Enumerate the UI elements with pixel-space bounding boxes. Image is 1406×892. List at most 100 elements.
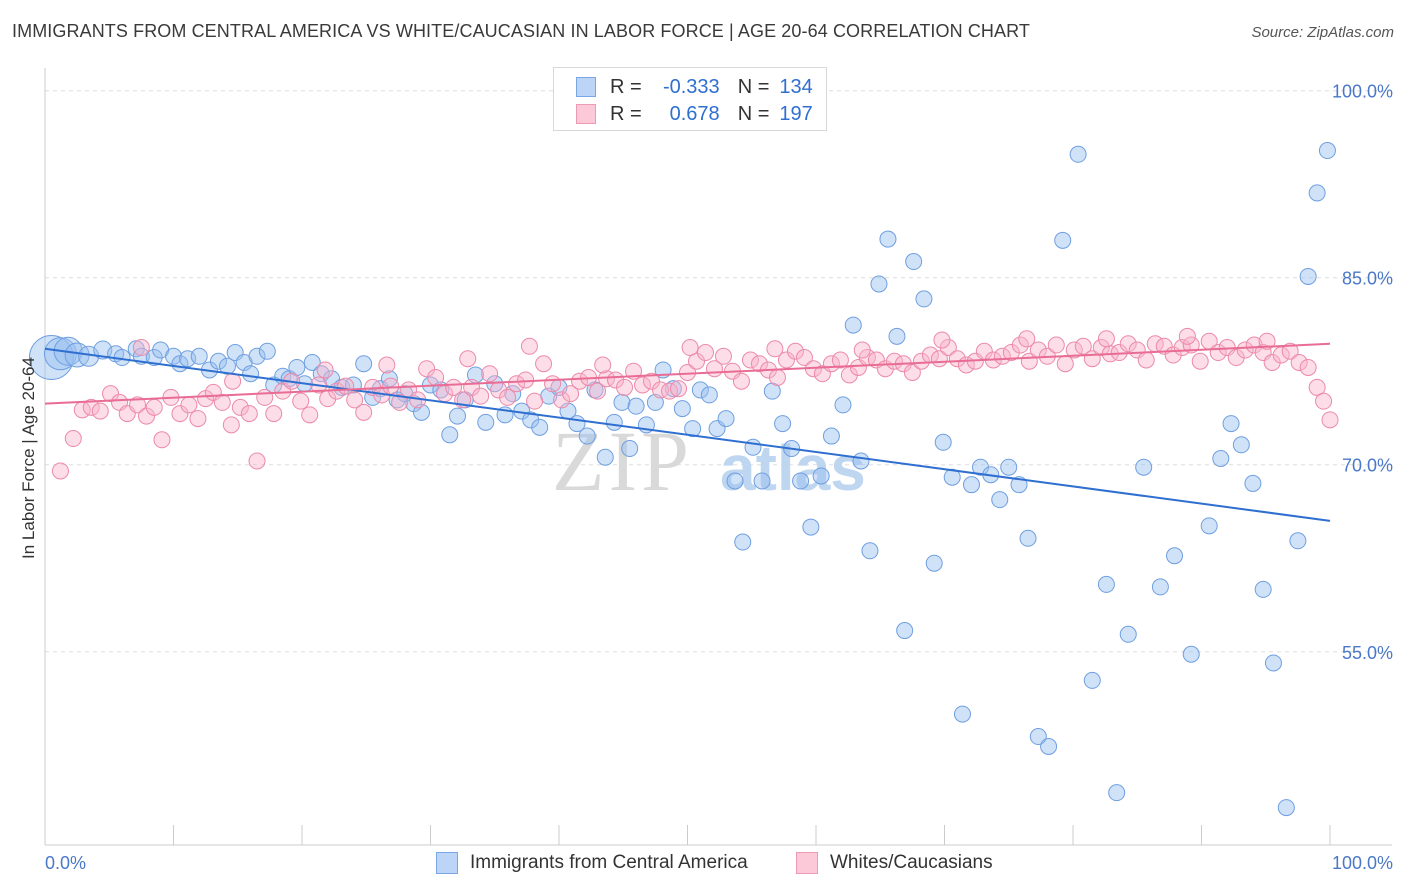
data-point bbox=[132, 339, 150, 357]
legend-r-label: R = bbox=[610, 75, 642, 98]
data-point bbox=[1097, 330, 1115, 348]
data-point bbox=[1290, 353, 1308, 371]
data-point bbox=[1000, 458, 1018, 476]
data-point bbox=[292, 392, 310, 410]
data-point bbox=[744, 438, 762, 456]
axes bbox=[44, 68, 1392, 846]
data-point bbox=[1065, 341, 1083, 359]
data-point bbox=[171, 405, 189, 423]
data-point bbox=[316, 361, 334, 379]
data-point bbox=[1119, 625, 1137, 643]
data-point bbox=[1232, 436, 1250, 454]
series-legend: Immigrants from Central America Whites/C… bbox=[0, 852, 1406, 878]
series-immigrants-points bbox=[28, 142, 1336, 817]
data-point bbox=[303, 353, 321, 371]
data-point bbox=[1200, 517, 1218, 535]
data-point bbox=[613, 393, 631, 411]
data-point bbox=[1097, 575, 1115, 593]
data-point bbox=[903, 363, 921, 381]
data-point bbox=[129, 396, 147, 414]
data-point bbox=[844, 316, 862, 334]
data-point bbox=[231, 398, 249, 416]
data-point bbox=[1178, 327, 1196, 345]
data-point bbox=[915, 290, 933, 308]
data-point bbox=[925, 554, 943, 572]
data-point bbox=[481, 365, 499, 383]
data-point bbox=[589, 382, 607, 400]
data-point bbox=[1108, 784, 1126, 802]
y-tick-label: 70.0% bbox=[1342, 456, 1393, 476]
data-point bbox=[1054, 231, 1072, 249]
watermark: ZIP atlas bbox=[552, 413, 866, 509]
data-point bbox=[209, 352, 227, 370]
data-point bbox=[1119, 335, 1137, 353]
x-tick-labels: 0.0% 100.0% bbox=[45, 853, 1393, 873]
y-tick-labels: 100.0% 85.0% 70.0% 55.0% bbox=[1332, 82, 1393, 663]
data-point bbox=[1212, 450, 1230, 467]
data-point bbox=[766, 340, 784, 358]
y-axis-label: In Labor Force | Age 20-64 bbox=[19, 357, 38, 559]
data-point bbox=[896, 622, 914, 640]
data-point bbox=[627, 397, 645, 415]
data-point bbox=[448, 407, 466, 425]
data-point bbox=[1056, 355, 1074, 373]
legend-swatch-immigrants bbox=[576, 77, 596, 97]
data-point bbox=[1244, 474, 1262, 492]
data-point bbox=[145, 398, 163, 416]
chart-title: IMMIGRANTS FROM CENTRAL AMERICA VS WHITE… bbox=[12, 21, 1031, 41]
data-point bbox=[802, 518, 820, 536]
data-point bbox=[696, 344, 714, 362]
data-point bbox=[853, 341, 871, 359]
data-point bbox=[355, 403, 373, 421]
data-point bbox=[346, 391, 364, 409]
data-point bbox=[91, 402, 109, 420]
data-point bbox=[831, 351, 849, 369]
data-point bbox=[1318, 142, 1336, 160]
data-point bbox=[1166, 547, 1184, 565]
legend-swatch-immigrants bbox=[436, 852, 458, 874]
data-point bbox=[427, 368, 445, 386]
data-point bbox=[681, 339, 699, 357]
data-point bbox=[1151, 578, 1169, 596]
legend-n-label: N = bbox=[737, 75, 770, 98]
data-point bbox=[1018, 330, 1036, 348]
data-point bbox=[646, 393, 664, 411]
data-point bbox=[1289, 532, 1307, 550]
data-point bbox=[594, 356, 612, 374]
data-point bbox=[1277, 799, 1295, 817]
data-point bbox=[1315, 392, 1333, 410]
legend-n-value: 197 bbox=[779, 102, 813, 125]
data-point bbox=[28, 335, 74, 381]
data-point bbox=[1137, 351, 1155, 369]
trend-line-immigrants bbox=[44, 347, 1331, 522]
data-point bbox=[240, 405, 258, 423]
data-point bbox=[418, 360, 436, 378]
legend-label-immigrants: Immigrants from Central America bbox=[470, 852, 748, 873]
data-point bbox=[1047, 336, 1065, 354]
data-point bbox=[870, 275, 888, 293]
data-point bbox=[190, 347, 208, 365]
data-point bbox=[1092, 339, 1110, 357]
data-point bbox=[1222, 415, 1240, 433]
data-point bbox=[732, 372, 750, 390]
data-point bbox=[687, 352, 705, 370]
data-point bbox=[670, 380, 688, 398]
data-point bbox=[912, 352, 930, 370]
data-point bbox=[391, 393, 409, 411]
data-point bbox=[1069, 145, 1087, 163]
data-point bbox=[634, 376, 652, 394]
data-point bbox=[1019, 529, 1037, 547]
data-point bbox=[1308, 378, 1326, 396]
data-point bbox=[652, 381, 670, 399]
legend-r-value: 0.678 bbox=[669, 102, 720, 125]
data-point bbox=[822, 427, 840, 445]
data-point bbox=[571, 372, 589, 390]
data-point bbox=[1321, 411, 1339, 429]
source-credit: Source: ZipAtlas.com bbox=[1251, 24, 1394, 41]
data-point bbox=[1029, 728, 1047, 746]
x-tick-label-max: 100.0% bbox=[1332, 853, 1393, 873]
data-point bbox=[337, 377, 355, 395]
data-point bbox=[1236, 341, 1254, 359]
data-point bbox=[726, 472, 744, 490]
data-point bbox=[792, 472, 810, 490]
